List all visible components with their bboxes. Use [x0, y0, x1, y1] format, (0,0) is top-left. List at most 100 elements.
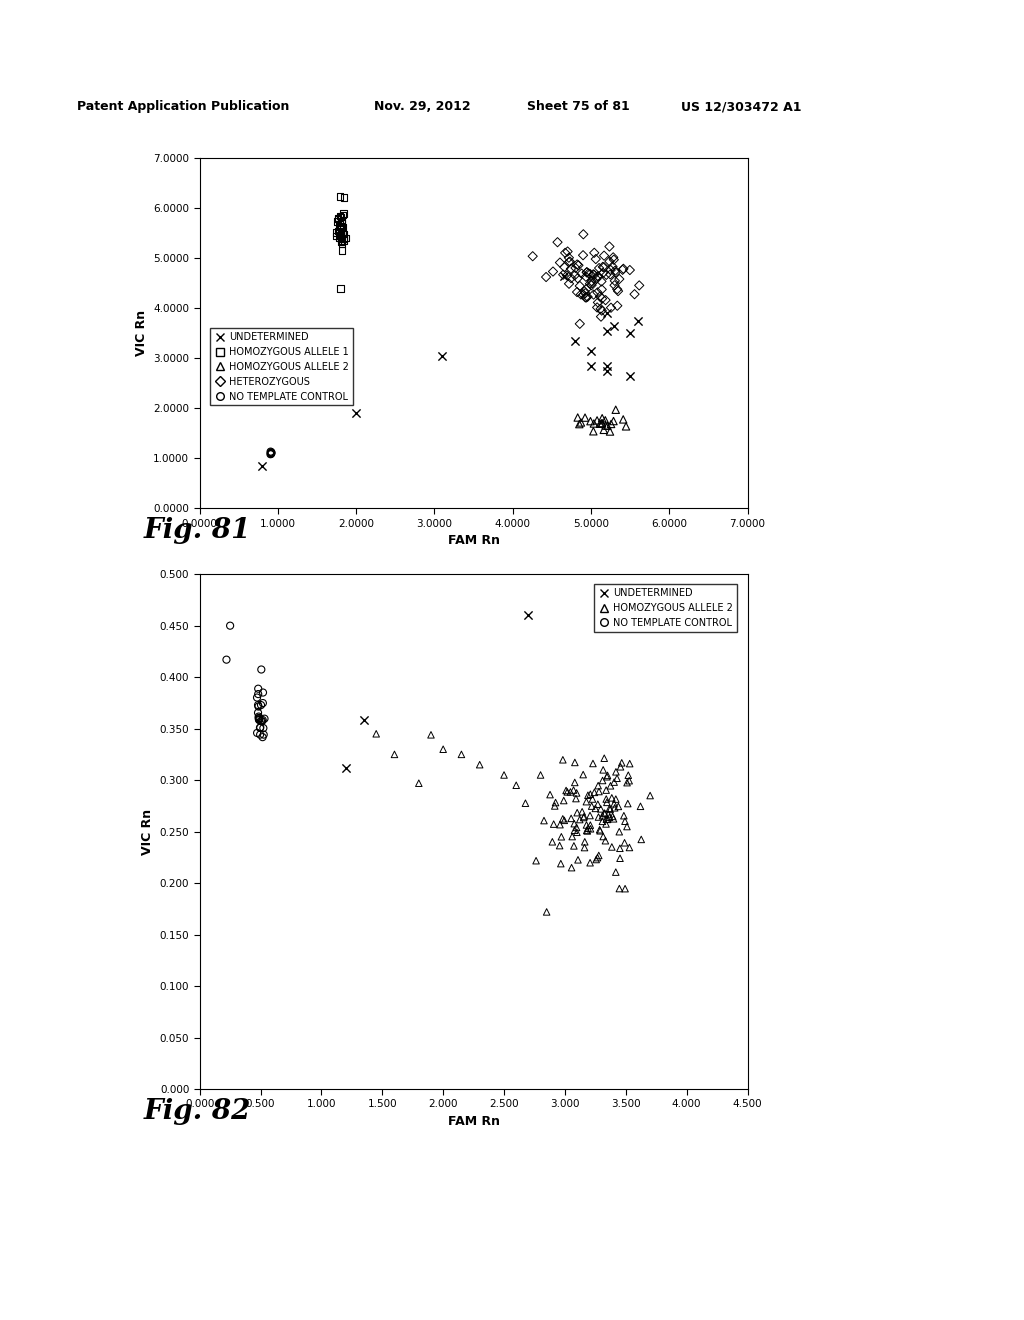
Text: Sheet 75 of 81: Sheet 75 of 81 [527, 100, 630, 114]
Point [633, 829, 649, 850]
Point [336, 230, 352, 251]
Point [606, 275, 623, 296]
Point [596, 256, 612, 277]
Point [615, 409, 632, 430]
Point [563, 857, 580, 878]
Point [252, 725, 268, 746]
Point [331, 227, 347, 248]
Point [610, 281, 627, 302]
Point [585, 264, 601, 285]
Point [588, 248, 604, 269]
Point [334, 210, 350, 231]
Point [607, 788, 624, 809]
Point [584, 275, 600, 296]
Point [622, 260, 638, 281]
Point [569, 849, 586, 870]
Point [609, 768, 626, 789]
Point [255, 718, 271, 739]
Point [577, 407, 593, 428]
Point [577, 281, 593, 302]
Point [251, 706, 267, 727]
Point [539, 902, 555, 923]
Point [599, 766, 615, 787]
Point [553, 826, 569, 847]
Point [607, 399, 624, 420]
Point [589, 297, 605, 318]
Point [597, 830, 613, 851]
Point [600, 804, 616, 825]
Point [606, 793, 623, 814]
Point [330, 209, 346, 230]
Point [583, 341, 599, 362]
Point [578, 286, 594, 308]
Point [605, 247, 622, 268]
Point [577, 837, 593, 858]
Point [602, 260, 618, 281]
Point [598, 264, 614, 285]
Point [567, 257, 584, 279]
Point [588, 849, 604, 870]
Point [333, 213, 349, 234]
Point [368, 723, 384, 744]
Point [597, 414, 613, 436]
Point [566, 813, 583, 834]
Point [335, 203, 351, 224]
Point [555, 264, 571, 285]
Point [254, 455, 270, 477]
Point [583, 355, 599, 376]
Point [348, 403, 365, 424]
Point [582, 784, 598, 805]
Text: Fig. 81: Fig. 81 [143, 517, 251, 544]
Point [256, 725, 272, 746]
Point [333, 222, 349, 243]
Point [251, 708, 267, 729]
Point [568, 822, 585, 843]
Point [631, 275, 647, 296]
Point [570, 255, 587, 276]
Point [547, 796, 563, 817]
Point [559, 242, 575, 263]
Point [586, 243, 602, 264]
Point [605, 411, 622, 432]
Point [603, 837, 620, 858]
Point [252, 717, 268, 738]
Point [338, 227, 354, 248]
Point [538, 267, 554, 288]
Point [583, 818, 599, 840]
Point [335, 222, 351, 243]
Point [584, 271, 600, 292]
Point [255, 693, 271, 714]
Point [569, 803, 586, 824]
Point [571, 809, 588, 830]
Point [536, 810, 552, 832]
Point [336, 187, 352, 209]
Point [262, 444, 279, 465]
Text: Fig. 82: Fig. 82 [143, 1098, 251, 1125]
Point [250, 678, 266, 700]
Point [611, 878, 628, 899]
Point [613, 752, 630, 774]
Point [332, 216, 348, 238]
Point [559, 781, 575, 803]
Point [592, 820, 608, 841]
Point [564, 826, 581, 847]
Point [571, 313, 588, 334]
Point [589, 282, 605, 304]
Point [454, 744, 470, 766]
Point [601, 236, 617, 257]
Point [528, 850, 545, 871]
Point [575, 807, 592, 828]
Point [566, 772, 583, 793]
Point [610, 796, 627, 817]
Point [336, 228, 352, 249]
Point [590, 775, 606, 796]
Point [593, 799, 609, 820]
Point [616, 878, 633, 899]
Text: US 12/303472 A1: US 12/303472 A1 [681, 100, 802, 114]
Point [566, 752, 583, 774]
Point [614, 259, 631, 280]
Point [330, 207, 346, 228]
Point [555, 750, 571, 771]
Point [250, 684, 266, 705]
Point [605, 808, 622, 829]
